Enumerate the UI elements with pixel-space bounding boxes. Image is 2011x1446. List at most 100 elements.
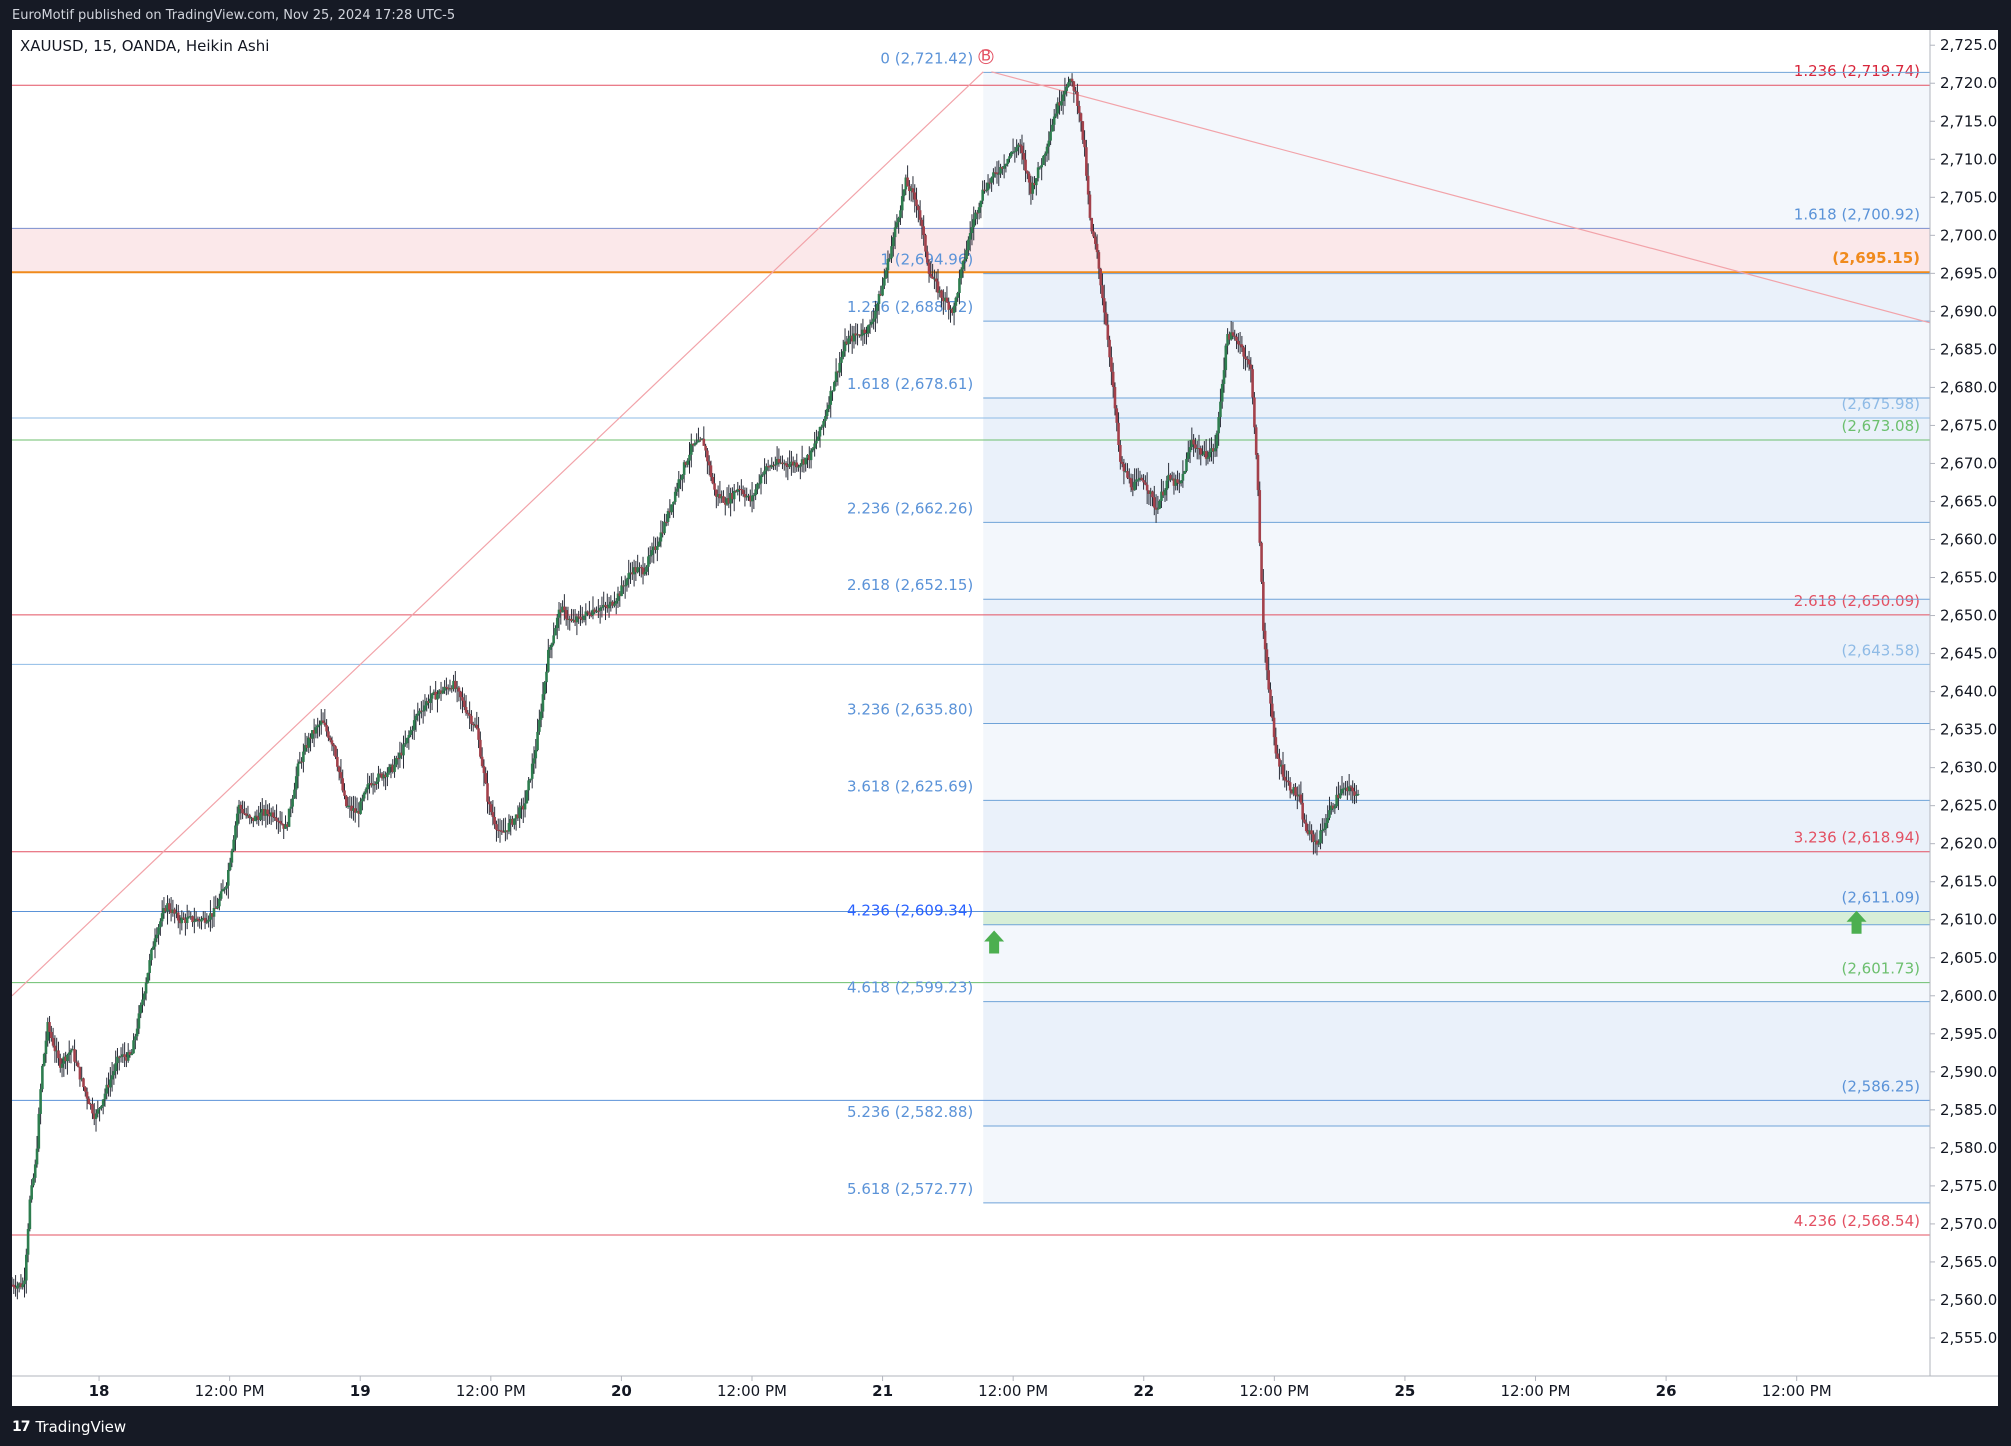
candle-body <box>1279 764 1283 767</box>
candle-body <box>886 258 890 271</box>
price-axis-label: 2,650.00 <box>1940 607 1998 625</box>
candle-body <box>452 680 455 690</box>
candle-body <box>473 724 477 726</box>
candle-body <box>684 462 688 465</box>
candle-body <box>1122 463 1126 472</box>
candle-body <box>328 737 332 741</box>
candle-body <box>595 610 598 613</box>
candle-body <box>822 420 825 427</box>
candle-body <box>268 814 271 817</box>
fib-level-label: 5.618 (2,572.77) <box>847 1180 973 1198</box>
candle-body <box>101 1099 105 1107</box>
chart-pane[interactable]: 1.236 (2,719.74) 1.618 (2,700.92) (2,695.1… <box>12 30 1998 1406</box>
candle-body <box>736 488 740 492</box>
candle-body <box>436 694 439 700</box>
candle-body <box>343 790 346 796</box>
candle-body <box>546 649 550 672</box>
candle-body <box>1213 448 1217 452</box>
candle-body <box>1086 175 1090 195</box>
candle-body <box>207 919 210 922</box>
candle-body <box>321 720 325 723</box>
candle-body <box>718 494 722 499</box>
candle-body <box>875 303 879 311</box>
candle-body <box>993 172 997 174</box>
candle-body <box>513 818 516 825</box>
candle-body <box>525 790 529 804</box>
fib-region-band <box>983 1001 1930 1126</box>
candle-body <box>1142 480 1145 483</box>
horizontal-level-label: 2.618 (2,650.09) <box>1794 592 1920 610</box>
candle-body <box>264 809 268 816</box>
candle-body <box>1231 332 1235 336</box>
candle-body <box>402 744 405 756</box>
candle-body <box>209 913 212 920</box>
candle-body <box>1346 787 1349 792</box>
candle-body <box>316 725 319 728</box>
candle-body <box>337 766 341 773</box>
candle-body <box>293 789 296 799</box>
candle-body <box>450 688 454 690</box>
candle-body <box>457 687 461 692</box>
candle-body <box>900 196 904 211</box>
candle-body <box>348 805 352 807</box>
candle-body <box>479 739 482 757</box>
candle-body <box>774 464 777 466</box>
candle-body <box>670 504 673 513</box>
price-chart[interactable]: 1.236 (2,719.74) 1.618 (2,700.92) (2,695.1… <box>12 30 1998 1406</box>
candle-body <box>1108 339 1111 358</box>
candle-body <box>1329 805 1333 811</box>
chart-title: XAUUSD, 15, OANDA, Heikin Ashi <box>20 37 269 55</box>
candle-body <box>1333 806 1337 809</box>
candle-body <box>1331 805 1335 809</box>
candle-body <box>1070 78 1074 82</box>
candle-body <box>849 335 852 339</box>
time-axis-label: 12:00 PM <box>978 1382 1048 1400</box>
candle-body <box>720 496 723 499</box>
candle-body <box>845 341 849 345</box>
candle-body <box>259 812 262 820</box>
candle-body <box>1186 452 1190 459</box>
candle-body <box>566 618 570 620</box>
candle-body <box>539 711 543 720</box>
candle-body <box>1136 479 1140 481</box>
candle-body <box>564 610 568 619</box>
candle-body <box>214 907 218 909</box>
candle-body <box>1035 178 1038 186</box>
candle-body <box>1265 649 1269 671</box>
candle-body <box>936 281 940 293</box>
candle-body <box>609 601 613 605</box>
candle-body <box>312 730 316 734</box>
candle-body <box>850 335 854 342</box>
candle-body <box>639 567 643 569</box>
candle-body <box>1045 146 1049 154</box>
candle-body <box>541 694 545 712</box>
candle-body <box>677 479 681 489</box>
candle-body <box>913 192 917 200</box>
candle-body <box>1031 182 1035 194</box>
time-axis-label: 12:00 PM <box>1501 1382 1571 1400</box>
candle-body <box>1147 490 1151 494</box>
candle-body <box>477 728 480 740</box>
candle-body <box>929 273 933 277</box>
candle-body <box>69 1050 73 1053</box>
candle-body <box>698 439 702 441</box>
candle-body <box>797 466 800 468</box>
candle-body <box>582 615 586 621</box>
candle-body <box>144 982 148 994</box>
candle-body <box>1249 364 1253 370</box>
candle-body <box>189 916 193 918</box>
candle-body <box>899 210 902 218</box>
candle-body <box>976 212 979 214</box>
candle-body <box>278 820 282 824</box>
candle-body <box>577 616 580 618</box>
candle-body <box>212 907 216 917</box>
time-axis-label: 20 <box>611 1382 632 1400</box>
candle-body <box>309 737 312 739</box>
candle-body <box>459 691 462 698</box>
candle-body <box>303 745 307 752</box>
tradingview-logo[interactable]: 17 TradingView <box>12 1418 126 1436</box>
candle-body <box>947 301 951 310</box>
candle-body <box>1020 145 1024 154</box>
candle-body <box>981 189 984 201</box>
candle-body <box>530 763 534 779</box>
